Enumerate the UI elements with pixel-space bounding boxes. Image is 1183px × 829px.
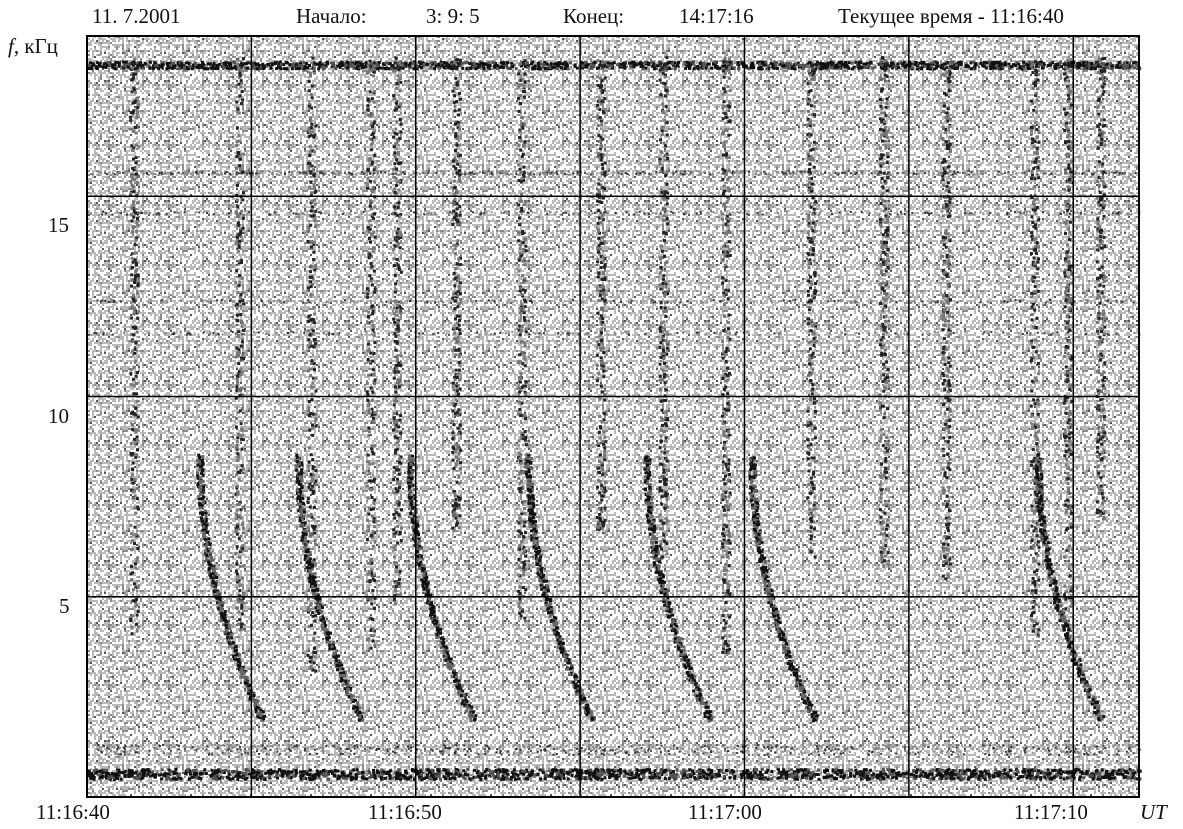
y-tick-label: 5 — [59, 594, 70, 618]
spectrogram-noise — [87, 36, 1139, 797]
spectrogram-features — [87, 56, 1142, 781]
current-time-label: Текущее время - 11:16:40 — [838, 4, 1064, 28]
start-label: Начало: — [296, 4, 367, 28]
start-value: 3: 9: 5 — [426, 4, 480, 28]
x-axis-unit: UT — [1140, 800, 1167, 824]
y-axis-label-unit: , кГц — [13, 34, 58, 58]
date-label: 11. 7.2001 — [92, 4, 181, 28]
plot-grid — [86, 35, 1140, 798]
plot-frame — [86, 35, 1140, 798]
end-value: 14:17:16 — [679, 4, 754, 28]
y-axis-label: f, кГц — [8, 34, 58, 59]
x-tick-label: 11:17:00 — [688, 800, 762, 824]
y-axis-label-symbol: f — [8, 34, 14, 58]
x-tick-label: 11:16:40 — [36, 800, 110, 824]
x-tick-label: 11:17:10 — [1014, 800, 1088, 824]
end-label: Конец: — [563, 4, 625, 28]
y-tick-label: 15 — [48, 213, 69, 237]
y-tick-label: 10 — [48, 404, 69, 428]
x-tick-label: 11:16:50 — [368, 800, 442, 824]
